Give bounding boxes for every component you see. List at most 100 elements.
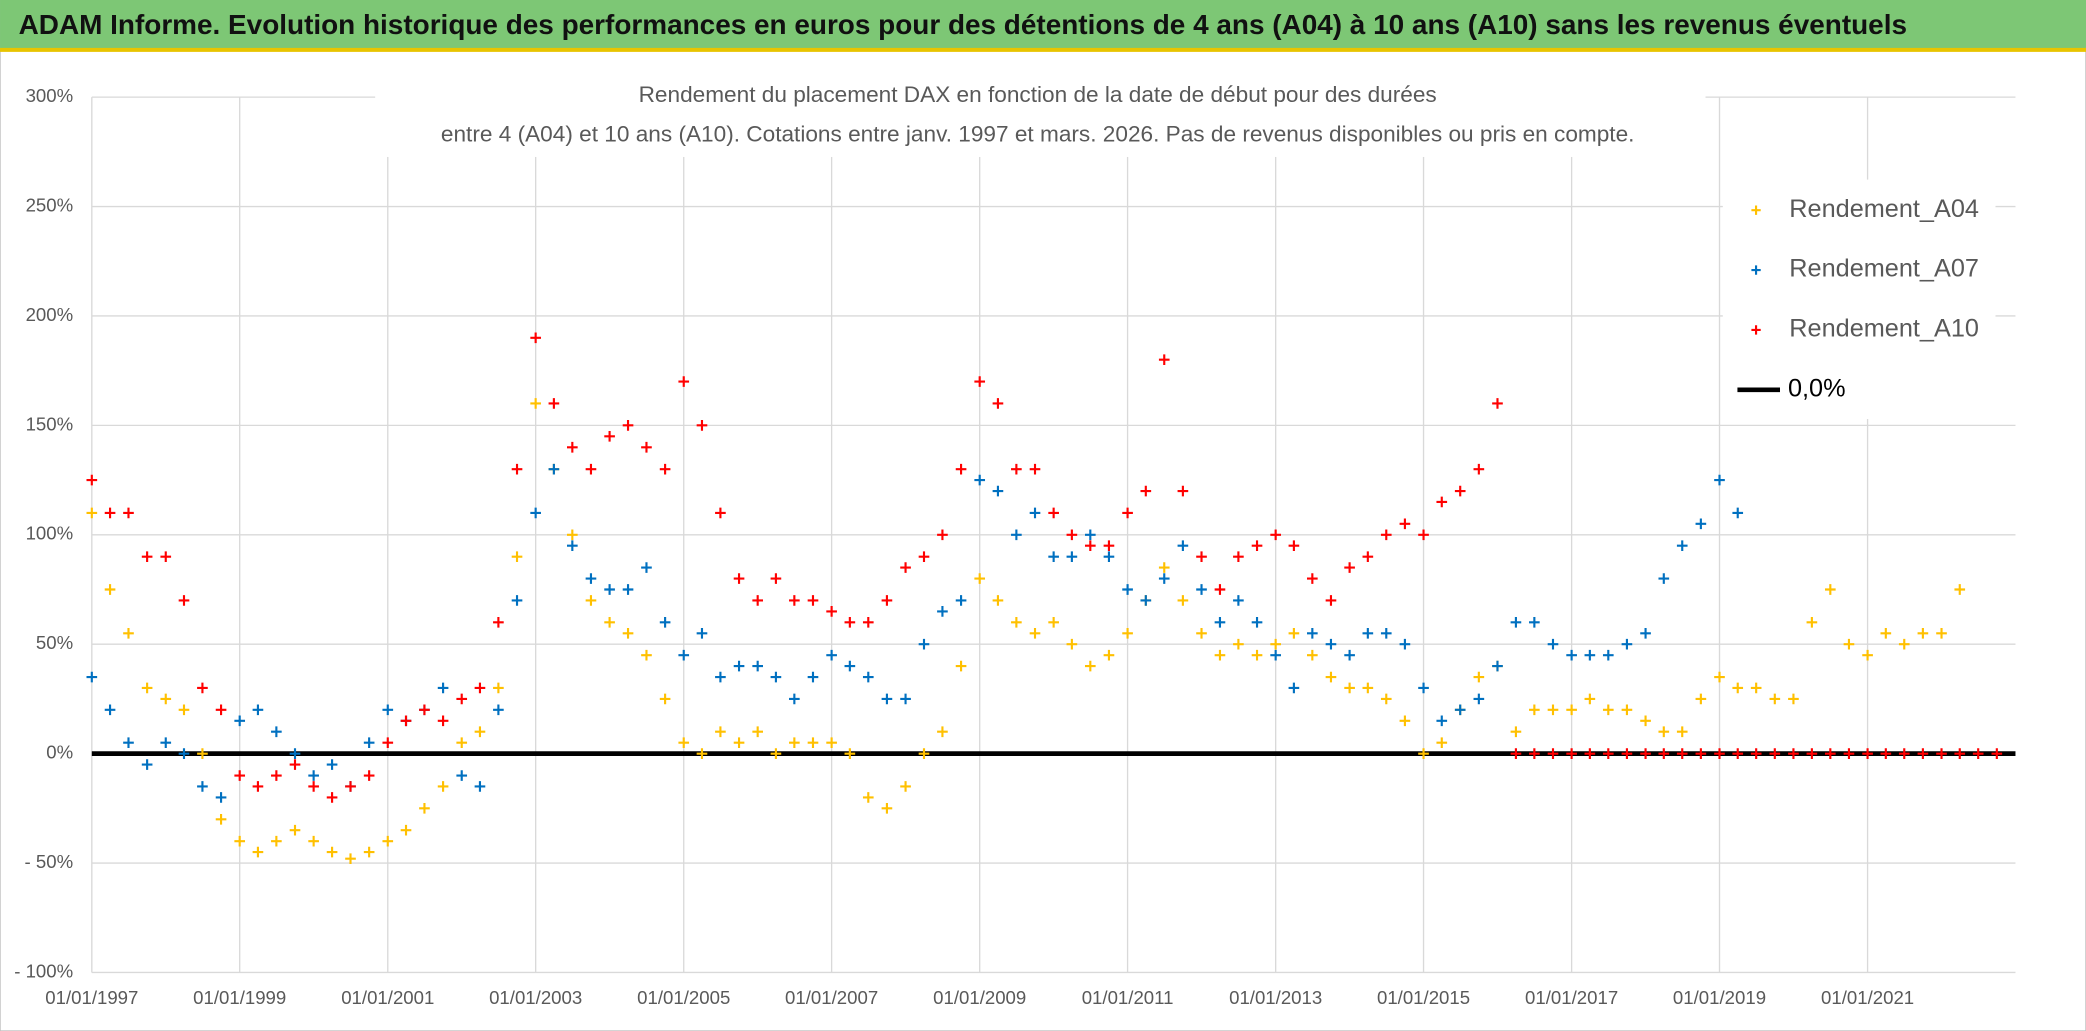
- legend-marker: [1751, 265, 1761, 275]
- data-point: [862, 671, 874, 683]
- data-point: [622, 584, 634, 595]
- x-tick-label: 01/01/2021: [1821, 987, 1914, 1008]
- data-point: [604, 430, 615, 442]
- data-point: [1048, 551, 1059, 562]
- x-tick-label: 01/01/1997: [45, 987, 138, 1008]
- data-point: [1788, 693, 1799, 705]
- data-point: [1843, 638, 1855, 650]
- data-point: [1066, 551, 1078, 562]
- data-point: [1344, 649, 1355, 661]
- data-point: [1270, 638, 1281, 650]
- data-point: [1529, 748, 1540, 759]
- data-point: [1288, 682, 1300, 694]
- data-point: [197, 781, 208, 792]
- data-point: [437, 682, 449, 694]
- data-point: [456, 770, 468, 781]
- data-point: [234, 835, 246, 847]
- data-point: [1454, 704, 1466, 716]
- data-point: [1122, 507, 1133, 519]
- data-point: [1084, 660, 1096, 672]
- data-point: [437, 715, 449, 727]
- header-rule: [0, 47, 2086, 52]
- data-point: [585, 463, 597, 475]
- data-point: [1843, 748, 1855, 759]
- data-point: [974, 573, 986, 584]
- data-point: [382, 737, 394, 749]
- y-tick-label: 50%: [36, 632, 73, 653]
- data-point: [1158, 562, 1170, 573]
- data-point: [1344, 562, 1355, 573]
- data-point: [881, 803, 893, 814]
- data-point: [363, 737, 375, 749]
- data-point: [530, 398, 541, 409]
- data-point: [215, 704, 227, 716]
- data-point: [289, 748, 301, 759]
- data-point: [1362, 682, 1374, 694]
- data-point: [1898, 748, 1910, 759]
- x-tick-label: 01/01/2009: [933, 987, 1026, 1008]
- data-point: [789, 737, 800, 749]
- data-point: [1436, 715, 1448, 727]
- data-point: [1380, 627, 1392, 639]
- data-point: [1066, 638, 1078, 650]
- data-point: [992, 485, 1004, 497]
- data-point: [1418, 748, 1429, 759]
- data-point: [567, 441, 578, 453]
- data-point: [918, 551, 930, 562]
- data-point: [974, 474, 986, 486]
- data-point: [1695, 693, 1707, 705]
- data-point: [1714, 671, 1725, 683]
- data-point: [604, 584, 615, 595]
- data-point: [1732, 682, 1744, 694]
- data-point: [1158, 354, 1170, 366]
- data-point: [363, 770, 375, 781]
- data-point: [937, 726, 948, 738]
- data-point: [955, 463, 967, 475]
- data-point: [456, 737, 468, 749]
- data-point: [659, 693, 671, 705]
- data-point: [1325, 671, 1337, 683]
- data-point: [1066, 529, 1078, 541]
- data-point: [1122, 584, 1133, 595]
- data-point: [1473, 671, 1485, 683]
- data-point: [326, 846, 338, 858]
- data-point: [178, 748, 190, 759]
- data-point: [1196, 551, 1207, 562]
- y-tick-label: 100%: [26, 523, 74, 544]
- data-point: [1084, 540, 1096, 552]
- data-point: [141, 759, 153, 770]
- x-tick-label: 01/01/2001: [341, 987, 434, 1008]
- data-point: [1380, 529, 1392, 541]
- subtitle: Rendement du placement DAX en fonction d…: [639, 82, 1437, 107]
- data-point: [1510, 617, 1522, 628]
- x-tick-label: 01/01/2017: [1525, 987, 1618, 1008]
- data-point: [400, 824, 412, 836]
- data-point: [659, 617, 671, 628]
- data-point: [1270, 529, 1281, 541]
- legend-label: Rendement_A07: [1789, 255, 1979, 283]
- data-point: [1547, 748, 1559, 759]
- legend-marker: [1751, 325, 1761, 335]
- data-point: [733, 573, 745, 584]
- data-point: [770, 671, 782, 683]
- data-point: [474, 781, 486, 792]
- data-point: [197, 748, 208, 759]
- data-point: [1103, 649, 1115, 661]
- data-point: [1251, 649, 1263, 661]
- data-point: [1436, 737, 1448, 749]
- data-point: [807, 595, 819, 606]
- data-point: [1676, 748, 1688, 759]
- data-point: [1954, 748, 1966, 759]
- data-point: [1806, 748, 1818, 759]
- x-tick-label: 01/01/2007: [785, 987, 878, 1008]
- data-point: [1362, 551, 1374, 562]
- data-point: [1750, 682, 1762, 694]
- data-point: [326, 792, 338, 803]
- data-point: [1380, 693, 1392, 705]
- data-point: [271, 770, 282, 781]
- data-point: [567, 529, 578, 541]
- data-point: [1233, 638, 1244, 650]
- data-point: [1436, 496, 1448, 508]
- data-point: [881, 595, 893, 606]
